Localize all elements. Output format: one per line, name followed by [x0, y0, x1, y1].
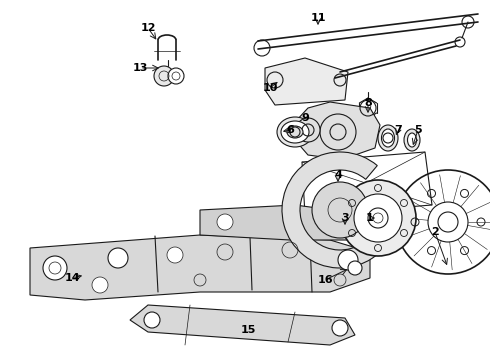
- Circle shape: [320, 114, 356, 150]
- Circle shape: [338, 250, 358, 270]
- Text: 4: 4: [334, 170, 342, 180]
- Circle shape: [154, 66, 174, 86]
- Text: 3: 3: [341, 213, 349, 223]
- Circle shape: [144, 312, 160, 328]
- Text: 12: 12: [140, 23, 156, 33]
- Ellipse shape: [281, 121, 309, 143]
- Text: 15: 15: [240, 325, 256, 335]
- Ellipse shape: [382, 129, 394, 147]
- Text: 5: 5: [414, 125, 422, 135]
- Circle shape: [340, 180, 416, 256]
- Text: 16: 16: [317, 275, 333, 285]
- Ellipse shape: [277, 117, 313, 147]
- Wedge shape: [282, 152, 394, 268]
- Text: 1: 1: [366, 213, 374, 223]
- Circle shape: [354, 194, 402, 242]
- Circle shape: [312, 182, 368, 238]
- Ellipse shape: [378, 125, 398, 151]
- Circle shape: [108, 248, 128, 268]
- Text: 7: 7: [394, 125, 402, 135]
- Circle shape: [167, 247, 183, 263]
- Text: 11: 11: [310, 13, 326, 23]
- Text: 14: 14: [64, 273, 80, 283]
- Polygon shape: [265, 58, 348, 105]
- Text: 6: 6: [286, 125, 294, 135]
- Polygon shape: [200, 205, 370, 240]
- Circle shape: [342, 217, 358, 233]
- Polygon shape: [130, 305, 355, 345]
- Ellipse shape: [404, 129, 420, 151]
- Text: 13: 13: [132, 63, 147, 73]
- Polygon shape: [295, 102, 380, 158]
- Ellipse shape: [287, 126, 303, 138]
- Text: 8: 8: [364, 98, 372, 108]
- Text: 9: 9: [301, 113, 309, 123]
- Circle shape: [92, 277, 108, 293]
- Circle shape: [348, 261, 362, 275]
- Text: 2: 2: [431, 227, 439, 237]
- Circle shape: [43, 256, 67, 280]
- Circle shape: [217, 214, 233, 230]
- Circle shape: [168, 68, 184, 84]
- Ellipse shape: [408, 133, 416, 147]
- Circle shape: [332, 320, 348, 336]
- Polygon shape: [30, 235, 370, 300]
- Text: 10: 10: [262, 83, 278, 93]
- Circle shape: [296, 118, 320, 142]
